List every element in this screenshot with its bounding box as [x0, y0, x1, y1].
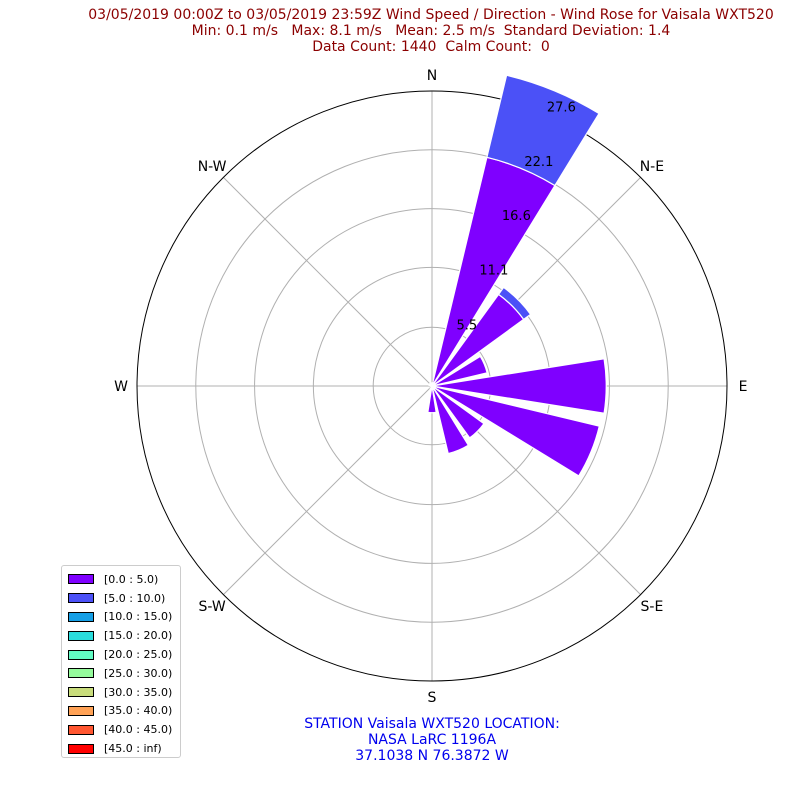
legend-swatch [68, 593, 94, 604]
legend-item: [5.0 : 10.0) [68, 589, 180, 608]
polar-grid [136, 90, 728, 682]
direction-label: N-E [640, 159, 664, 175]
legend-swatch [68, 724, 94, 735]
wind-bar [431, 355, 488, 387]
legend-item: [0.0 : 5.0) [68, 570, 180, 589]
wind-bars [427, 74, 607, 477]
chart-subtitle-stats: Min: 0.1 m/s Max: 8.1 m/s Mean: 2.5 m/s … [191, 23, 671, 39]
radial-tick-labels: 5.5 11.1 16.6 22.1 27.6 [457, 101, 576, 334]
direction-label: S [428, 690, 437, 706]
legend-label: [40.0 : 45.0) [104, 723, 173, 737]
legend-label: [30.0 : 35.0) [104, 685, 173, 699]
legend-swatch [68, 705, 94, 716]
legend-label: [15.0 : 20.0) [104, 629, 173, 643]
chart-title: 03/05/2019 00:00Z to 03/05/2019 23:59Z W… [88, 7, 774, 23]
station-coordinates: 37.1038 N 76.3872 W [355, 748, 509, 764]
direction-label: W [114, 379, 128, 395]
polar-frame [136, 90, 728, 682]
wind-bar [430, 383, 433, 387]
direction-label: N-W [198, 159, 227, 175]
radial-tick-label: 5.5 [457, 319, 478, 334]
legend-item: [30.0 : 35.0) [68, 683, 180, 702]
legend-label: [45.0 : inf) [104, 742, 162, 756]
wind-bar [431, 385, 485, 439]
direction-label: S-E [641, 599, 664, 615]
legend-swatch [68, 649, 94, 660]
wind-bar [427, 385, 437, 414]
legend-label: [0.0 : 5.0) [104, 572, 159, 586]
direction-label: N [427, 68, 437, 84]
legend-swatch [68, 743, 94, 754]
grid-circle [195, 149, 669, 623]
station-name: STATION Vaisala WXT520 LOCATION: [304, 716, 560, 732]
radial-gridline [223, 385, 433, 595]
legend-swatch [68, 687, 94, 698]
wind-bar [431, 385, 470, 455]
radial-tick-label: 27.6 [547, 101, 576, 116]
legend-item: [20.0 : 25.0) [68, 645, 180, 664]
legend-swatch [68, 668, 94, 679]
direction-label: E [739, 379, 748, 395]
radial-tick-label: 22.1 [524, 155, 553, 170]
radial-tick-label: 16.6 [502, 209, 531, 224]
direction-label: S-W [198, 599, 225, 615]
legend-label: [5.0 : 10.0) [104, 591, 166, 605]
radial-gridline [223, 177, 433, 387]
legend-swatch [68, 630, 94, 641]
legend-label: [25.0 : 30.0) [104, 666, 173, 680]
legend-item: [45.0 : inf) [68, 739, 180, 758]
legend-item: [10.0 : 15.0) [68, 608, 180, 627]
direction-labels: N N-E E S-E S S-W W N-W [114, 68, 747, 706]
radial-tick-label: 11.1 [479, 263, 508, 278]
legend-item: [35.0 : 40.0) [68, 702, 180, 721]
legend-label: [10.0 : 15.0) [104, 610, 173, 624]
legend-item: [25.0 : 30.0) [68, 664, 180, 683]
wind-bar [431, 385, 601, 477]
legend-swatch [68, 574, 94, 585]
legend-label: [35.0 : 40.0) [104, 704, 173, 718]
legend-item: [40.0 : 45.0) [68, 720, 180, 739]
station-location: NASA LaRC 1196A [367, 732, 497, 748]
wind-bar [486, 74, 600, 187]
wind-bar [431, 358, 607, 414]
grid-circle [254, 208, 610, 564]
chart-subtitle-count: Data Count: 1440 Calm Count: 0 [312, 39, 550, 55]
legend-label: [20.0 : 25.0) [104, 648, 173, 662]
legend-item: [15.0 : 20.0) [68, 626, 180, 645]
legend: [0.0 : 5.0) [5.0 : 10.0) [10.0 : 15.0) [15.… [61, 565, 181, 758]
legend-swatch [68, 611, 94, 622]
wind-bar [497, 286, 532, 321]
